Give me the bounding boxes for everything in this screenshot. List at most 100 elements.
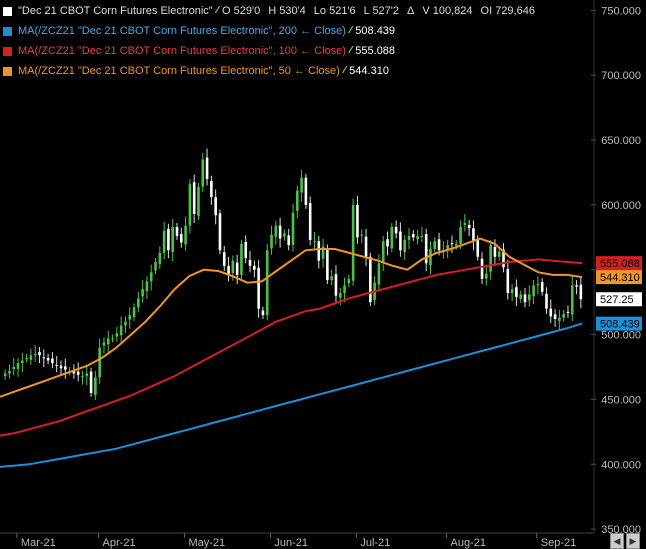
candle-body [29,355,33,360]
ma-line-ma-50 [0,237,583,398]
y-tick-label: 450.000 [601,394,641,406]
price-tag-label: 555.088 [600,258,640,270]
candle-body [313,241,316,243]
candle-body [278,225,282,239]
scroll-right-button[interactable]: ▶ [626,533,640,549]
candle-body [12,367,16,369]
candle-body [89,371,93,393]
candle-body [8,370,11,374]
legend-ma200-value: 508.439 [355,25,396,37]
legend-ma100[interactable]: MA(/ZCZ21 "Dec 21 CBOT Corn Futures Elec… [3,41,543,61]
candle-body [128,315,132,320]
candle-body [575,285,578,287]
candle-body [3,373,7,377]
x-tick-label: Jul-21 [360,537,390,549]
legend-delta: Δ [407,5,415,17]
candle-body [536,284,540,286]
candle-body [55,365,59,367]
legend-ma50-value: 544.310 [349,65,389,77]
candle-body [192,182,196,214]
candle-body [437,239,441,251]
candle-body [429,248,432,266]
candle-body [76,371,80,375]
candle-body [214,197,217,216]
legend-ma200-label: MA(/ZCZ21 "Dec 21 CBOT Corn Futures Elec… [18,25,346,37]
candle-body [433,241,437,249]
candle-body [424,234,428,264]
chart-legend: "Dec 21 CBOT Corn Futures Electronic" ⁄⁄… [3,1,543,81]
legend-ma100-label: MA(/ZCZ21 "Dec 21 CBOT Corn Futures Elec… [18,45,346,57]
legend-ma100-swatch [3,46,12,56]
candle-body [472,228,475,242]
legend-ma200[interactable]: MA(/ZCZ21 "Dec 21 CBOT Corn Futures Elec… [3,21,543,41]
legend-ma200-swatch [3,26,12,36]
candle-body [244,241,248,259]
candle-body [480,258,484,279]
legend-main-title: "Dec 21 CBOT Corn Futures Electronic" [18,5,213,17]
candle-body [454,243,458,246]
x-tick-label: Aug-21 [451,537,486,549]
candle-body [51,358,54,364]
candle-body [467,225,471,229]
scroll-left-button[interactable]: ◀ [610,533,624,549]
candle-body [141,289,144,297]
candle-body [25,357,28,359]
y-tick-label: 650.000 [601,135,641,147]
candle-body [257,267,260,309]
legend-high: H 530'4 [268,5,306,17]
candle-body [210,180,213,198]
candle-body [145,281,149,292]
candle-body [188,184,192,226]
candle-body [171,226,175,253]
candle-body [167,228,170,251]
legend-ma50-swatch [3,66,12,76]
candle-body [407,236,411,240]
ma-line-ma-100 [0,258,583,437]
candle-body [205,157,209,179]
candle-body [450,243,454,245]
y-tick-label: 400.000 [601,459,641,471]
candle-body [102,342,106,346]
candle-body [510,289,514,294]
candle-body [158,252,162,264]
ma100-price-tag: 555.088 [596,256,642,271]
candle-body [175,226,179,237]
candle-body [132,307,136,318]
legend-ma50[interactable]: MA(/ZCZ21 "Dec 21 CBOT Corn Futures Elec… [3,61,543,81]
price-tag-label: 544.310 [600,272,640,284]
candle-body [111,338,114,340]
candle-body [240,243,243,275]
candle-body [394,226,398,234]
candle-body [493,247,497,257]
candle-body [72,370,76,374]
x-tick-label: Jun-21 [274,537,308,549]
candle-body [540,282,544,292]
candle-body [562,313,565,318]
candle-body [253,265,256,270]
candle-body [321,246,325,259]
candle-body [124,321,127,326]
candle-body [38,352,41,356]
candle-body [231,260,235,273]
legend-low: Lo 521'6 [313,5,356,17]
candle-body [420,236,424,238]
candle-body [485,273,488,279]
candle-body [489,245,492,272]
candle-body [295,190,299,211]
ma200-price-tag: 508.439 [596,316,642,331]
candle-body [416,236,419,240]
candle-body [334,274,338,296]
candle-body [154,261,157,271]
candle-body [300,177,303,193]
y-tick-label: 600.000 [601,200,641,212]
price-tag-label: 508.439 [600,319,640,331]
candle-body [411,234,415,238]
legend-last: L 527'2 [363,5,400,17]
ma-line-ma-200 [0,322,583,468]
candle-body [227,265,230,275]
candle-body [403,239,407,253]
candle-body [343,285,346,294]
price-tag-bg [596,292,642,307]
candle-body [527,294,531,301]
